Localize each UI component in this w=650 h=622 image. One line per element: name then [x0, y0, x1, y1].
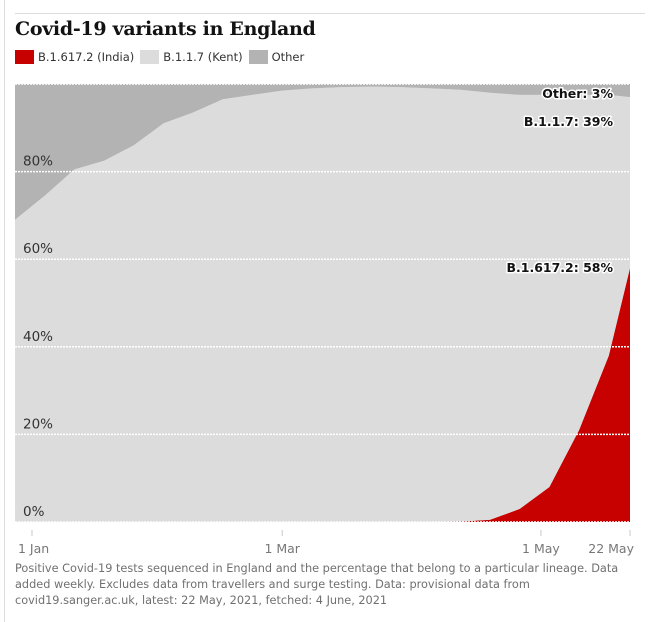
left-border [4, 0, 5, 622]
chart-caption: Positive Covid-19 tests sequenced in Eng… [15, 562, 619, 607]
legend-swatch-other [248, 50, 268, 64]
annotation-b-1-1-7: B.1.1.7: 39% [524, 114, 614, 129]
x-tick-label: 1 Jan [18, 541, 49, 556]
y-tick-label-80: 80% [23, 154, 53, 170]
legend-label-other: Other [271, 50, 305, 64]
legend-item-india: B.1.617.2 (India) [15, 50, 134, 64]
area-b-1-617-2 [15, 268, 630, 522]
area-b-1-1-7 [15, 86, 630, 522]
chart-title: Covid-19 variants in England [15, 18, 316, 40]
y-axis-labels: 0% 20% 40% 60% 80% [23, 154, 53, 520]
gridlines [15, 83, 630, 523]
y-tick-label-40: 40% [23, 329, 53, 345]
legend-swatch-india [15, 50, 34, 64]
legend-item-kent: B.1.1.7 (Kent) [140, 50, 243, 64]
legend-label-india: B.1.617.2 (India) [38, 50, 135, 64]
area-layer [15, 84, 630, 522]
x-axis: 1 Jan 1 Mar 1 May 22 May [18, 530, 635, 556]
annotation-other: Other: 3% [542, 86, 613, 101]
x-tick-label: 22 May [588, 541, 634, 556]
y-tick-label-60: 60% [23, 241, 53, 257]
top-divider [15, 13, 645, 14]
annotation-b-1-617-2: B.1.617.2: 58% [506, 260, 613, 275]
y-tick-label-20: 20% [23, 416, 53, 432]
x-tick-label: 1 Mar [264, 541, 300, 556]
legend-swatch-kent [140, 50, 160, 64]
legend-item-other: Other [248, 50, 305, 64]
x-tick-label: 1 May [522, 541, 560, 556]
legend: B.1.617.2 (India) B.1.1.7 (Kent) Other [15, 50, 310, 64]
annotations: Other: 3% B.1.1.7: 39% B.1.617.2: 58% [505, 85, 615, 277]
legend-label-kent: B.1.1.7 (Kent) [163, 50, 243, 64]
y-tick-label-0: 0% [23, 504, 45, 520]
area-other [15, 84, 630, 220]
